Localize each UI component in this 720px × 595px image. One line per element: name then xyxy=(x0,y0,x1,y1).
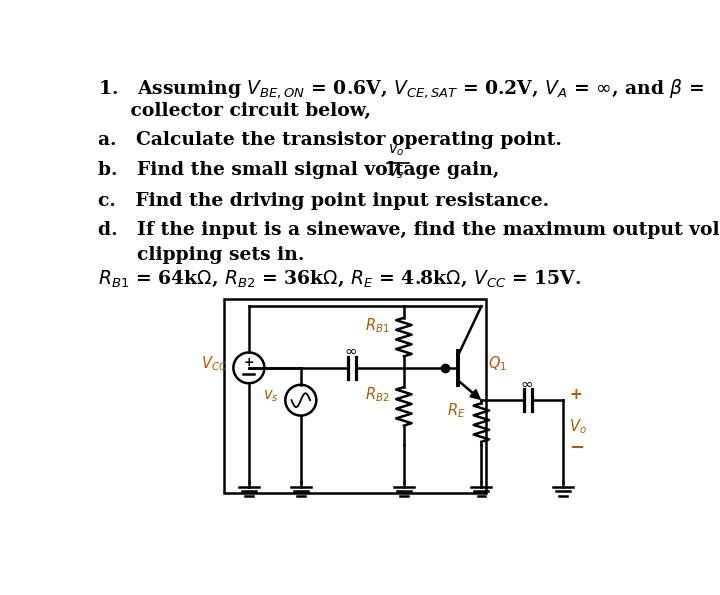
Text: −: − xyxy=(569,439,584,457)
Text: $R_{B1}$ = 64k$\Omega$, $R_{B2}$ = 36k$\Omega$, $R_E$ = 4.8k$\Omega$, $V_{CC}$ =: $R_{B1}$ = 64k$\Omega$, $R_{B2}$ = 36k$\… xyxy=(98,268,581,289)
Text: clipping sets in.: clipping sets in. xyxy=(98,246,304,264)
Text: $R_{B1}$: $R_{B1}$ xyxy=(365,316,390,335)
Text: collector circuit below,: collector circuit below, xyxy=(98,102,371,120)
Text: .: . xyxy=(409,161,416,178)
Text: +: + xyxy=(243,356,254,369)
Text: +: + xyxy=(569,387,582,402)
Text: $\infty$: $\infty$ xyxy=(520,376,533,391)
Text: $v_s$: $v_s$ xyxy=(264,389,279,404)
Text: c.   Find the driving point input resistance.: c. Find the driving point input resistan… xyxy=(98,192,549,210)
Text: $V_{CC}$: $V_{CC}$ xyxy=(201,355,228,373)
Bar xyxy=(224,299,486,493)
Text: $R_{B2}$: $R_{B2}$ xyxy=(365,386,390,404)
Text: b.   Find the small signal voltage gain,: b. Find the small signal voltage gain, xyxy=(98,161,505,178)
Text: $R_E$: $R_E$ xyxy=(447,402,466,420)
Text: a.   Calculate the transistor operating point.: a. Calculate the transistor operating po… xyxy=(98,131,562,149)
Text: $V_o$: $V_o$ xyxy=(569,418,587,437)
Text: $\infty$: $\infty$ xyxy=(344,343,357,358)
Text: 1.   Assuming $V_{BE,ON}$ = 0.6V, $V_{CE,SAT}$ = 0.2V, $V_A$ = $\infty$, and $\b: 1. Assuming $V_{BE,ON}$ = 0.6V, $V_{CE,S… xyxy=(98,77,720,100)
Text: $v_s$: $v_s$ xyxy=(388,165,404,181)
Text: $v_o$: $v_o$ xyxy=(388,143,405,158)
Text: d.   If the input is a sinewave, find the maximum output voltage amplitude befor: d. If the input is a sinewave, find the … xyxy=(98,221,720,239)
Text: $Q_1$: $Q_1$ xyxy=(487,355,507,373)
